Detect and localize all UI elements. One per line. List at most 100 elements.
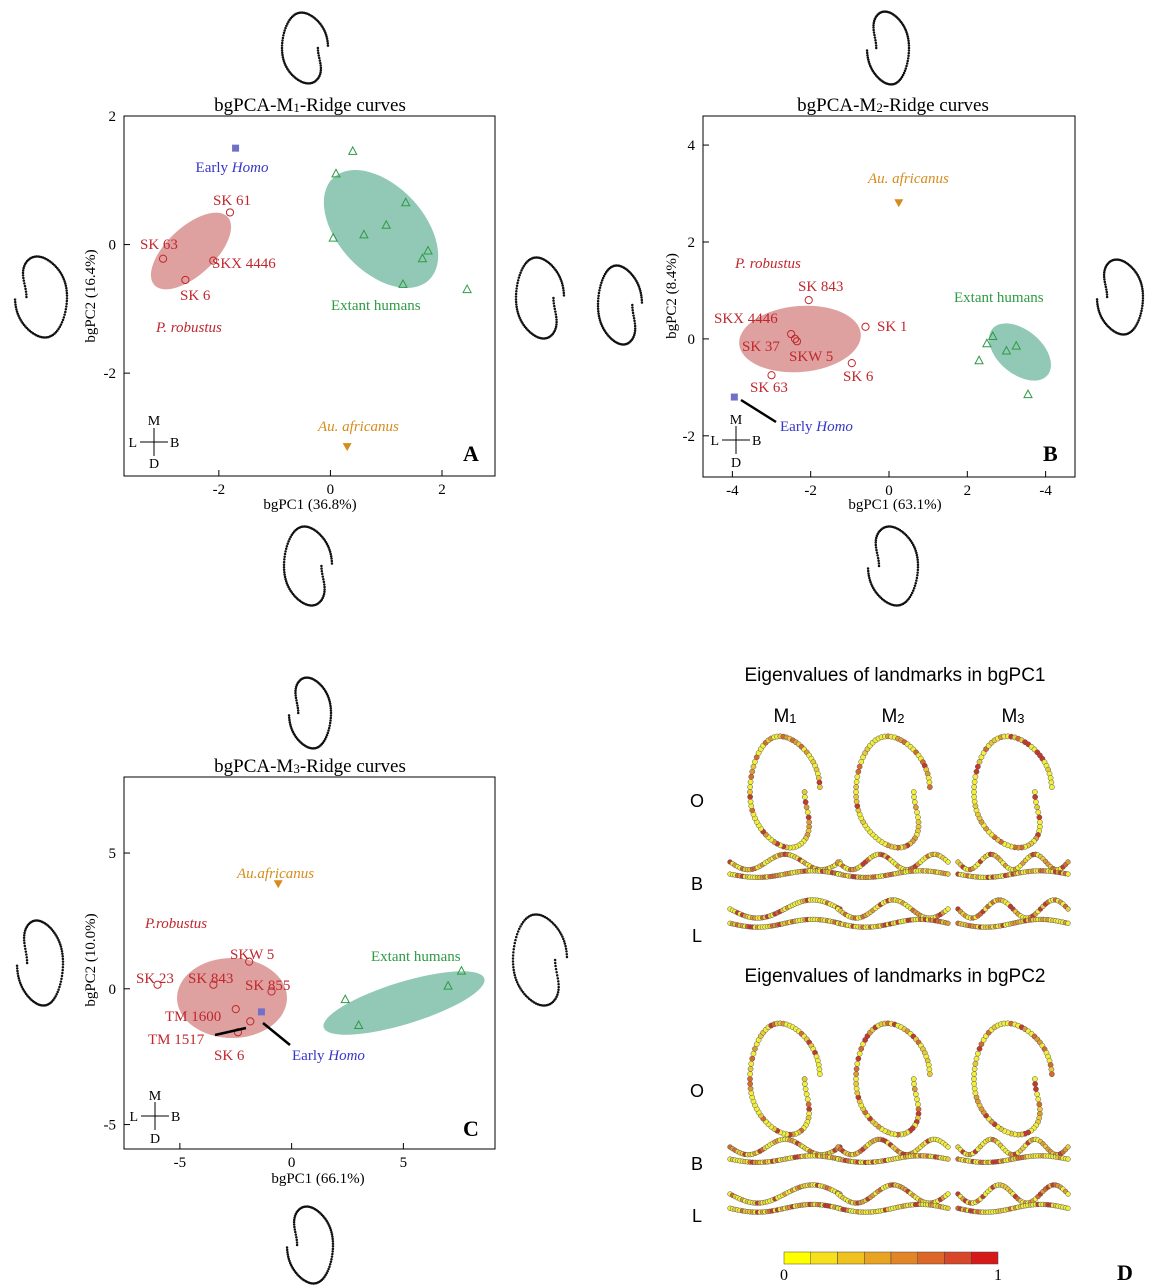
outline-dot	[281, 36, 285, 40]
outline-dot	[1103, 269, 1106, 272]
svg-text:D: D	[150, 1132, 160, 1147]
occlusal-outline	[853, 733, 933, 851]
outline-dot	[331, 1252, 334, 1256]
outline-dot	[324, 31, 327, 34]
outline-dot	[865, 51, 869, 55]
panel-c: bgPCA-M3-Ridge curves -5 0 5 -5 0 5 bgPC1 (66…	[15, 676, 569, 1285]
outline-dot	[564, 944, 567, 948]
outline-dot	[320, 564, 323, 568]
outline-dot	[329, 1260, 333, 1264]
outline-dot	[598, 319, 602, 322]
outline-dot	[18, 316, 21, 320]
landmark-dot	[971, 779, 978, 785]
outline-dot	[907, 39, 910, 43]
outline-dot	[1141, 292, 1145, 295]
outline-dot	[292, 1218, 296, 1222]
outline-dot	[22, 936, 26, 939]
row-label-b-pc1: B	[691, 874, 703, 894]
outline-dot	[916, 563, 920, 566]
outline-dot	[326, 1269, 329, 1273]
outline-dot	[513, 973, 517, 977]
africanus-point	[894, 199, 904, 208]
outline-dot	[330, 1230, 333, 1234]
outline-dot	[283, 575, 287, 579]
outline-dot	[874, 543, 878, 547]
outline-dot	[543, 1004, 547, 1007]
outline-dot	[557, 988, 560, 992]
outline-dot	[294, 696, 298, 700]
outline-dot	[58, 983, 62, 986]
outline-dot	[596, 302, 600, 305]
outline-dot	[907, 46, 911, 50]
outline-dot	[18, 981, 22, 984]
landmark-dot	[972, 773, 979, 780]
outline-dot	[1140, 307, 1144, 310]
panel-a-outline-bottom	[282, 525, 334, 607]
landmark-dot	[854, 773, 861, 780]
outline-dot	[1136, 321, 1139, 324]
outline-dot	[516, 983, 520, 986]
outline-dot	[25, 293, 28, 296]
outline-dot	[874, 541, 877, 544]
point-label-sk1: SK 1	[877, 319, 907, 335]
point-label-sk63: SK 63	[750, 380, 788, 396]
outline-dot	[1096, 302, 1099, 306]
y-tick-label: -5	[104, 1118, 117, 1134]
outline-dot	[290, 533, 293, 537]
outline-dot	[295, 699, 298, 702]
outline-dot	[61, 960, 65, 963]
outline-dot	[319, 68, 323, 72]
outline-dot	[283, 552, 287, 556]
robustus-point	[231, 1005, 240, 1014]
landmark-dot	[802, 794, 808, 800]
landmark-dot	[971, 1085, 978, 1092]
outline-dot	[639, 291, 643, 295]
outline-dot	[553, 923, 557, 927]
outline-dot	[600, 281, 603, 284]
y-tick-label: 5	[109, 846, 117, 862]
early-homo-point	[257, 1008, 265, 1016]
outline-dot	[281, 55, 285, 59]
human-point	[353, 1019, 364, 1029]
outline-dot	[322, 592, 326, 596]
outline-dot	[633, 327, 637, 330]
outline-dot	[512, 968, 515, 972]
outline-dot	[21, 271, 25, 275]
outline-dot	[295, 1243, 299, 1247]
outline-dot	[1141, 294, 1145, 298]
column-header-m2: M2	[881, 706, 904, 727]
outline-dot	[288, 537, 291, 541]
landmark-dot	[1065, 1156, 1071, 1162]
outline-dot	[517, 276, 521, 279]
outline-dot	[553, 958, 557, 962]
outline-dot	[521, 991, 525, 994]
outline-dot	[916, 558, 919, 561]
outline-dot	[597, 310, 600, 313]
point-label-skw5: SKW 5	[789, 349, 833, 365]
panel-b-outline-top	[865, 10, 911, 86]
outline-dot	[56, 990, 59, 994]
outline-dot	[872, 31, 876, 34]
outline-dot	[285, 544, 289, 548]
panel-b-outline-bottom	[866, 525, 920, 607]
landmark-dot	[945, 1191, 951, 1197]
outline-dot	[513, 941, 517, 945]
landmark-dot	[915, 814, 921, 821]
x-tick-label: -4	[1039, 483, 1052, 499]
outline-dot	[61, 955, 64, 958]
outline-dot	[869, 581, 872, 584]
outline-dot	[16, 972, 20, 975]
x-tick-label: 2	[438, 482, 446, 498]
outline-dot	[598, 286, 602, 290]
outline-dot	[15, 308, 18, 311]
outline-dot	[915, 579, 918, 582]
outline-dot	[633, 329, 637, 333]
landmark-dot	[910, 789, 917, 795]
outline-dot	[21, 321, 25, 325]
landmark-dot	[971, 789, 977, 795]
outline-dot	[22, 267, 25, 270]
human-point	[423, 245, 433, 255]
outline-dot	[520, 269, 523, 272]
outline-dot	[1138, 316, 1141, 320]
outline-dot	[565, 950, 568, 953]
